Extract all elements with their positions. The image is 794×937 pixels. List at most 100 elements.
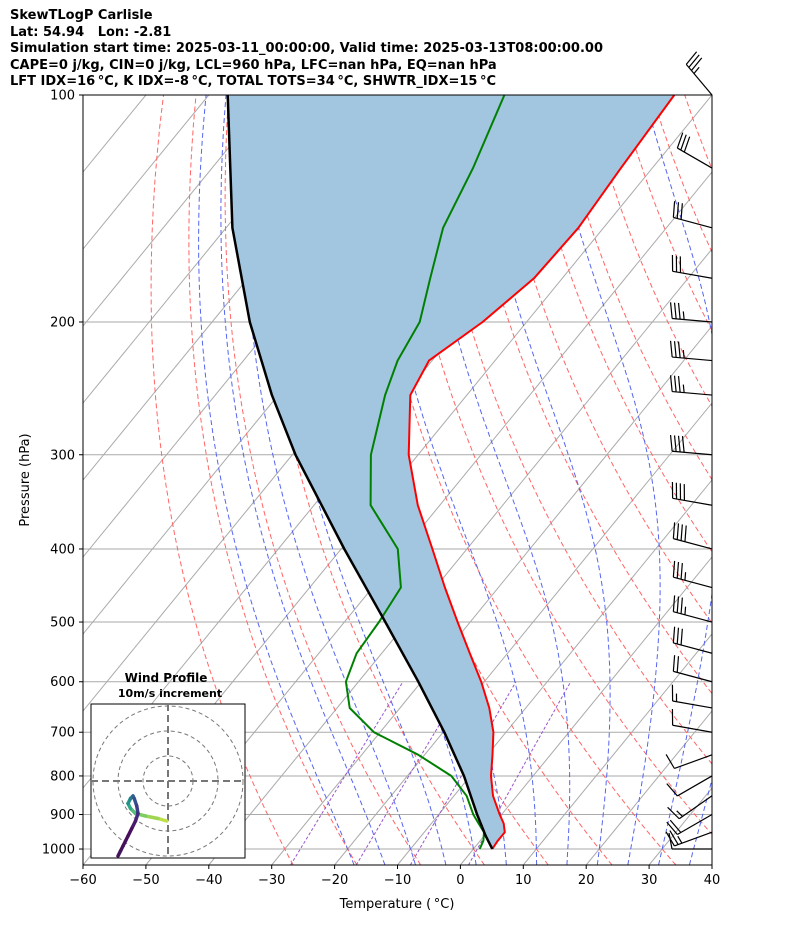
isotherm-line	[775, 95, 794, 865]
axis-ticks: −60 −50 −40 −30 −20 −10 0 10 20 30 40 100 200 300 400 5…	[42, 89, 720, 889]
wind-barb-staff	[672, 390, 713, 396]
dry-adiabat-line	[521, 95, 712, 553]
wind-barb-flag	[680, 562, 683, 580]
wind-barb-flag	[668, 832, 673, 850]
wind-barb-flag	[669, 830, 679, 845]
wind-barb-flag	[680, 597, 683, 614]
x-tick-label: 10	[515, 873, 532, 888]
isotherm-line	[522, 633, 712, 865]
wind-barb-half-flag	[684, 572, 687, 581]
index-line: LFT IDX=16 °C, K IDX=-8 °C, TOTAL TOTS=3…	[10, 74, 497, 89]
isotherm-line	[83, 95, 84, 96]
wind-barb-half-flag	[677, 835, 683, 844]
wind-barb-flag	[672, 626, 676, 643]
chart-title: SkewTLogP Carlisle	[10, 8, 153, 23]
dry-adiabat-line	[150, 95, 294, 865]
y-axis-label: Pressure (hPa)	[18, 433, 33, 526]
dry-adiabat-line	[188, 95, 358, 865]
hodograph-title: Wind Profile	[125, 671, 208, 685]
wind-barb-flag	[676, 132, 684, 149]
wind-barb-staff	[674, 831, 713, 847]
parcel-path-line	[226, 95, 494, 850]
cape-line: CAPE=0 j/kg, CIN=0 j/kg, LCL=960 hPa, LF…	[10, 57, 497, 73]
isotherm-line	[585, 710, 712, 865]
moist-adiabat-line	[220, 95, 386, 865]
dry-adiabat-line	[684, 95, 712, 171]
dry-adiabat-line	[783, 95, 794, 865]
wind-barb	[672, 522, 713, 550]
wind-barb-flag	[676, 523, 680, 540]
x-tick-label: 40	[704, 873, 721, 888]
y-tick-label: 700	[50, 726, 75, 741]
temperature-line	[407, 95, 676, 850]
wind-barb-flag	[669, 340, 673, 358]
wind-barb-flag	[677, 376, 681, 393]
isotherm-line	[83, 95, 335, 404]
wind-barb	[666, 814, 713, 836]
wind-barb-staff	[672, 317, 713, 323]
y-tick-label: 100	[50, 89, 75, 104]
wind-barb-staff	[672, 497, 713, 506]
wind-barb-flag	[672, 560, 676, 578]
y-tick-label: 900	[50, 808, 75, 823]
dry-adiabat-line	[358, 95, 677, 865]
x-tick-label: −50	[132, 873, 159, 888]
wind-barb-staff	[677, 775, 713, 797]
x-tick-label: 0	[456, 873, 464, 888]
x-tick-label: −40	[195, 873, 222, 888]
wind-barb-flag	[676, 627, 680, 644]
wind-barb	[672, 655, 713, 683]
wind-barb	[667, 795, 713, 820]
wind-barb-staff	[673, 611, 713, 623]
wind-barb-flag	[672, 522, 676, 539]
wind-barb-half-flag	[693, 66, 700, 74]
mixing-ratio-line	[409, 681, 517, 865]
wind-barb	[669, 435, 713, 456]
wind-barb-flag	[669, 375, 673, 392]
moist-adiabat-line	[198, 95, 355, 865]
wind-barb	[668, 832, 712, 850]
wind-barb-flag	[666, 783, 678, 797]
wind-barb-flag	[681, 436, 685, 453]
wind-barb-flag	[680, 628, 683, 646]
wind-barb-flag	[672, 201, 676, 218]
hodograph-segment	[143, 814, 160, 821]
location-line: Lat: 54.94 Lon: -2.81	[10, 24, 172, 40]
wind-barb-flag	[677, 302, 681, 320]
wind-barb-staff	[673, 670, 713, 683]
wind-barb-flag	[673, 435, 677, 452]
x-tick-label: 30	[641, 873, 658, 888]
wind-barb-flag	[673, 341, 677, 358]
wind-barb-flag	[676, 202, 680, 219]
wind-barb-staff	[678, 795, 713, 820]
isotherm-line	[397, 479, 712, 865]
wind-barb-flag	[677, 341, 681, 358]
wind-barb-flag	[669, 435, 673, 452]
wind-barb	[666, 775, 713, 797]
wind-barb	[669, 302, 713, 323]
chart-title-block: SkewTLogP Carlisle Lat: 54.94 Lon: -2.81…	[10, 8, 603, 91]
wind-barb-flag	[676, 656, 680, 673]
wind-barb-half-flag	[682, 311, 685, 320]
x-tick-label: −20	[321, 873, 348, 888]
isotherm-line	[208, 248, 712, 865]
wind-barb	[676, 132, 713, 169]
wind-barb	[669, 340, 713, 362]
wind-barb-flag	[667, 806, 680, 820]
wind-barb-flag	[683, 136, 691, 153]
x-tick-label: −10	[384, 873, 411, 888]
y-tick-label: 1000	[42, 843, 75, 858]
wind-barbs	[665, 51, 713, 850]
wind-barb	[672, 595, 713, 623]
wind-barb-staff	[673, 538, 713, 550]
wind-barb-staff	[685, 63, 713, 96]
wind-barb	[671, 708, 713, 733]
x-tick-label: −60	[69, 873, 96, 888]
wind-barb-staff	[672, 450, 713, 456]
dry-adiabat-line	[750, 95, 794, 865]
y-tick-label: 400	[50, 542, 75, 557]
y-tick-label: 500	[50, 616, 75, 631]
wind-barb-staff	[673, 216, 713, 229]
y-tick-label: 300	[50, 448, 75, 463]
isotherm-line	[711, 864, 712, 865]
